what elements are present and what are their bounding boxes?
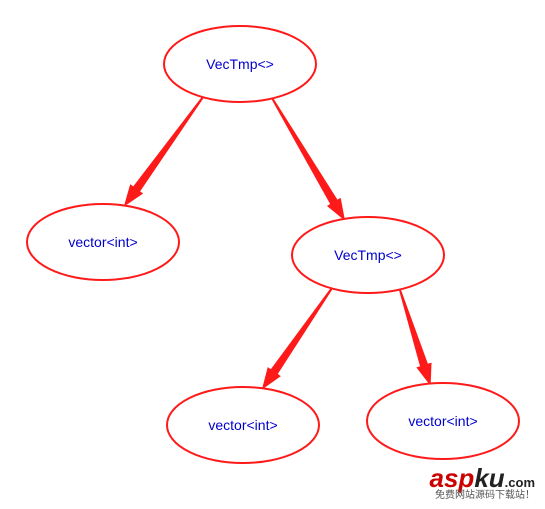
watermark-sub: 免费网站源码下载站！ bbox=[430, 491, 536, 501]
watermark-suffix: .com bbox=[505, 475, 535, 490]
tree-node-label: VecTmp<> bbox=[334, 247, 402, 263]
tree-node-label: VecTmp<> bbox=[206, 56, 274, 72]
tree-node-label: vector<int> bbox=[408, 413, 477, 429]
watermark-prefix: asp bbox=[430, 463, 475, 493]
watermark-main: aspku.com bbox=[430, 465, 536, 491]
tree-edge bbox=[128, 96, 204, 198]
tree-edge bbox=[266, 287, 333, 381]
tree-edge bbox=[271, 97, 342, 211]
tree-node-label: vector<int> bbox=[208, 417, 277, 433]
watermark: aspku.com 免费网站源码下载站！ bbox=[430, 465, 536, 501]
watermark-mid: ku bbox=[474, 463, 504, 493]
tree-edge bbox=[399, 290, 431, 375]
tree-node-label: vector<int> bbox=[68, 234, 137, 250]
